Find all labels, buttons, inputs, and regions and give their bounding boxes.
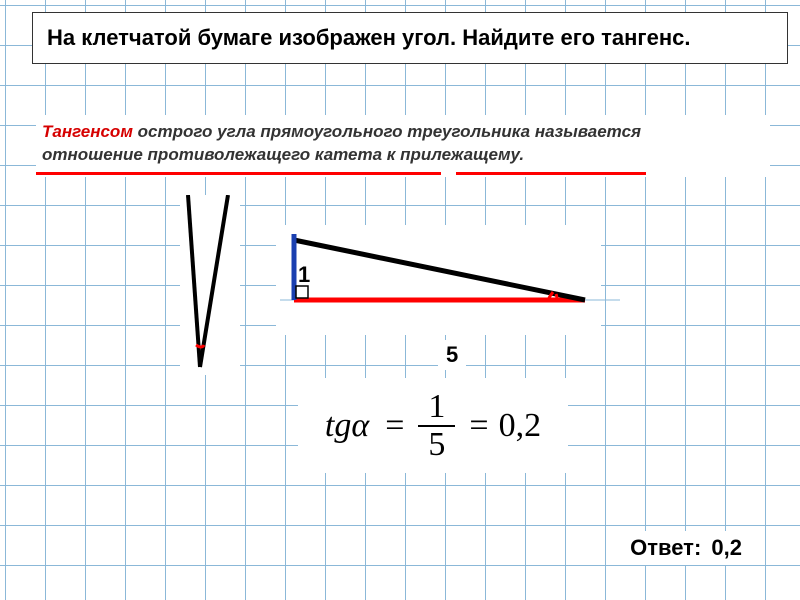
figure-triangle [280, 230, 620, 330]
formula-fraction: 1 5 [418, 389, 455, 462]
label-vertical-leg: 1 [298, 262, 310, 288]
formula-numerator: 1 [418, 389, 455, 427]
answer-box: Ответ: 0,2 [622, 531, 750, 565]
formula-tg: tg [325, 407, 351, 445]
underline-2 [456, 172, 646, 175]
definition-highlight: Тангенсом [42, 122, 133, 141]
formula-alpha: α [351, 407, 369, 445]
triangle-hypotenuse [294, 240, 585, 300]
definition-line1: острого угла прямоугольного треугольника… [133, 122, 641, 141]
formula-denominator: 5 [418, 427, 455, 463]
answer-label: Ответ: [630, 535, 701, 560]
problem-title: На клетчатой бумаге изображен угол. Найд… [32, 12, 788, 64]
underline-1 [36, 172, 441, 175]
formula-eq1: = [385, 407, 404, 445]
definition-line2: отношение противолежащего катета к приле… [42, 145, 524, 164]
formula-value: 0,2 [499, 407, 542, 445]
answer-value: 0,2 [711, 535, 742, 560]
definition-text: Тангенсом острого угла прямоугольного тр… [36, 115, 770, 177]
figure-angle-original [140, 195, 260, 380]
label-horizontal-leg: 5 [438, 340, 466, 370]
tangent-formula: tgα = 1 5 = 0,2 [298, 378, 568, 473]
formula-eq2: = [469, 407, 488, 445]
definition-underlines [36, 172, 770, 175]
